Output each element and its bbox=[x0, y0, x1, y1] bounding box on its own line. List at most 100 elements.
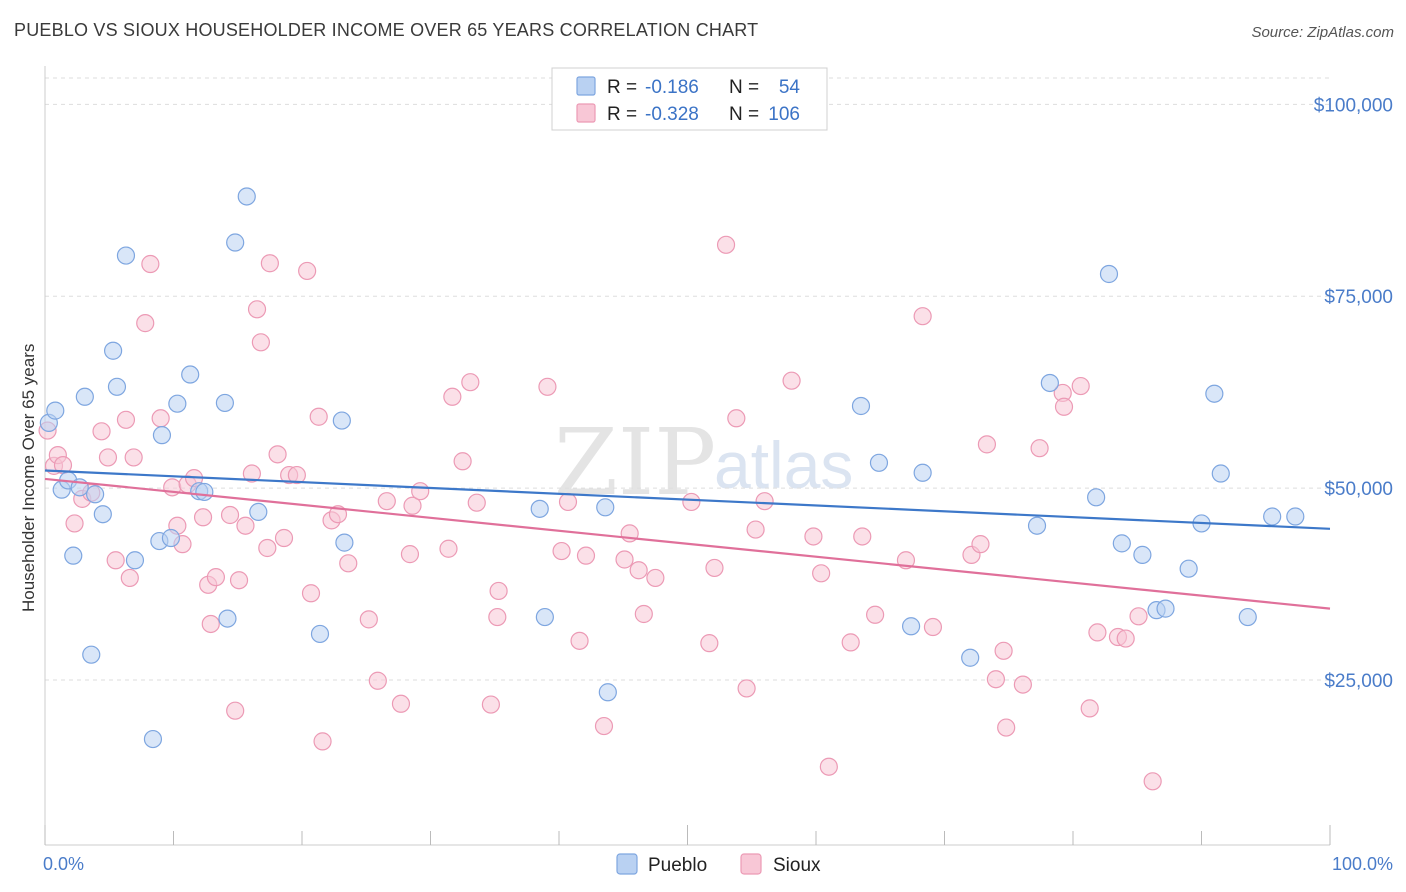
sioux-point bbox=[552, 541, 571, 561]
pueblo-point bbox=[530, 499, 549, 518]
sioux-point bbox=[298, 261, 317, 281]
legend-sioux-r-label: R = bbox=[607, 104, 637, 125]
pueblo-point bbox=[168, 394, 187, 413]
legend-swatch-pueblo bbox=[576, 76, 596, 96]
legend: R = -0.186 N = 54 R = -0.328 N = 106 bbox=[551, 67, 828, 131]
pueblo-point bbox=[125, 551, 145, 570]
sioux-point bbox=[986, 670, 1006, 689]
sioux-point bbox=[755, 492, 774, 511]
pueblo-point bbox=[215, 393, 234, 413]
sioux-point bbox=[339, 554, 358, 573]
pueblo-point bbox=[1179, 559, 1198, 578]
y-tick-label: $75,000 bbox=[1324, 287, 1393, 308]
sioux-point bbox=[615, 550, 634, 569]
sioux-point bbox=[594, 716, 614, 736]
pueblo-point bbox=[1286, 507, 1305, 526]
sioux-point bbox=[136, 314, 155, 333]
pueblo-point bbox=[1087, 488, 1106, 507]
sioux-point bbox=[193, 508, 213, 527]
legend-sioux-r-value: -0.328 bbox=[645, 104, 699, 125]
trend-lines bbox=[44, 469, 1331, 610]
sioux-point bbox=[106, 551, 125, 570]
sioux-point bbox=[313, 732, 332, 751]
bottom-legend: Pueblo Sioux bbox=[616, 853, 821, 876]
watermark-atlas: atlas bbox=[714, 428, 853, 502]
pueblo-point bbox=[913, 463, 932, 482]
sioux-point bbox=[92, 422, 111, 441]
sioux-point bbox=[141, 254, 160, 274]
pueblo-point bbox=[1238, 607, 1257, 627]
sioux-point bbox=[391, 694, 411, 713]
pueblo-point bbox=[93, 505, 112, 524]
pueblo-point bbox=[1156, 599, 1175, 618]
sioux-point bbox=[629, 561, 648, 580]
pueblo-point bbox=[64, 546, 83, 565]
sioux-point bbox=[251, 333, 270, 352]
pueblo-point bbox=[143, 729, 163, 749]
sioux-point bbox=[634, 604, 653, 624]
sioux-point bbox=[558, 492, 578, 512]
sioux-point bbox=[309, 407, 328, 426]
sioux-point bbox=[1013, 675, 1032, 694]
bottom-legend-swatch-sioux bbox=[740, 853, 762, 875]
sioux-point bbox=[489, 581, 508, 601]
y-tick-label: $100,000 bbox=[1314, 95, 1393, 116]
sioux-point bbox=[682, 492, 701, 512]
pueblo-point bbox=[598, 683, 617, 702]
axes bbox=[44, 66, 1331, 846]
sioux-point bbox=[377, 492, 396, 511]
sioux-point bbox=[258, 538, 277, 558]
pueblo-point bbox=[1027, 516, 1047, 535]
sioux-point bbox=[260, 254, 279, 273]
sioux-point bbox=[994, 641, 1013, 660]
legend-pueblo-n-value: 54 bbox=[779, 77, 801, 98]
sioux-point bbox=[439, 539, 458, 558]
sioux-point bbox=[570, 631, 589, 650]
legend-pueblo-r-value: -0.186 bbox=[645, 77, 699, 98]
pueblo-point bbox=[901, 617, 921, 636]
sioux-point bbox=[226, 701, 245, 720]
bottom-legend-pueblo: Pueblo bbox=[648, 855, 707, 876]
sioux-point bbox=[220, 505, 240, 525]
pueblo-point bbox=[152, 426, 172, 445]
sioux-point bbox=[866, 605, 885, 624]
sioux-point bbox=[116, 410, 136, 429]
sioux-point bbox=[576, 546, 596, 565]
sioux-point bbox=[274, 528, 294, 548]
sioux-point bbox=[737, 679, 756, 698]
sioux-point bbox=[411, 482, 430, 501]
sioux-point bbox=[488, 607, 507, 627]
pueblo-point bbox=[1205, 384, 1224, 403]
legend-sioux-n-value: 106 bbox=[768, 104, 800, 125]
sioux-point bbox=[804, 527, 823, 546]
pueblo-point bbox=[1133, 545, 1152, 564]
pueblo-point bbox=[116, 246, 136, 265]
sioux-point bbox=[538, 377, 557, 396]
pueblo-point bbox=[218, 609, 237, 628]
sioux-point bbox=[646, 568, 665, 588]
pueblo-point bbox=[332, 411, 351, 430]
sioux-point bbox=[287, 465, 306, 485]
bottom-legend-swatch-pueblo bbox=[616, 853, 638, 875]
sioux-point bbox=[1129, 607, 1148, 626]
pueblo-point bbox=[851, 396, 871, 416]
pueblo-point bbox=[1263, 507, 1282, 526]
pueblo-point bbox=[181, 365, 200, 384]
sioux-point bbox=[923, 617, 943, 637]
pueblo-point bbox=[104, 341, 123, 360]
sioux-point bbox=[368, 671, 387, 690]
sioux-point bbox=[746, 520, 765, 539]
legend-box bbox=[551, 67, 828, 131]
trend-line-pueblo bbox=[44, 469, 1331, 530]
sioux-point bbox=[98, 448, 118, 467]
pueblo-point bbox=[195, 482, 214, 502]
sioux-point bbox=[65, 514, 84, 533]
sioux-point bbox=[124, 448, 143, 467]
sioux-point bbox=[247, 300, 267, 319]
sioux-point bbox=[242, 464, 261, 483]
sioux-point bbox=[727, 409, 746, 428]
sioux-point bbox=[1071, 376, 1090, 396]
pueblo-point bbox=[46, 401, 65, 420]
bottom-legend-sioux: Sioux bbox=[773, 855, 821, 876]
sioux-point bbox=[812, 564, 831, 583]
